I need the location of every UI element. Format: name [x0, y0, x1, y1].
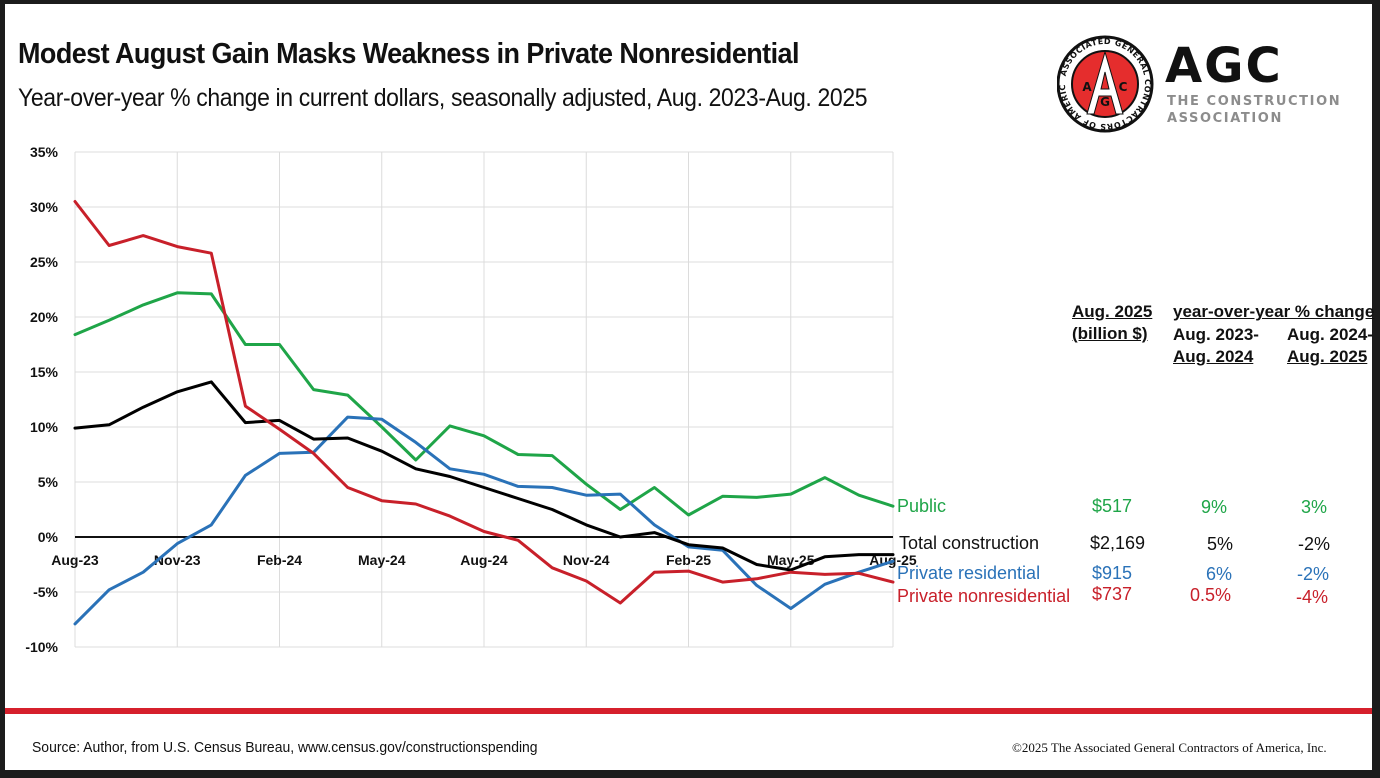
agc-tagline-line1: THE CONSTRUCTION	[1167, 94, 1342, 109]
y-axis-ticks: 35% 30% 25% 20% 15% 10% 5% 0% -5% -10%	[25, 144, 58, 655]
seal-letter-a: A	[1082, 80, 1092, 94]
gridlines	[74, 151, 894, 648]
row-yoy-2024: 5%	[1207, 534, 1234, 554]
row-yoy-2025: -2%	[1298, 534, 1331, 554]
col-yoy2025-header-line2: Aug. 2025	[1287, 347, 1368, 366]
y-tick-label: 35%	[30, 144, 59, 160]
row-label: Total construction	[899, 533, 1040, 553]
x-tick-label: Feb-25	[666, 552, 711, 568]
y-tick-label: -5%	[33, 584, 58, 600]
row-yoy-2025: -4%	[1296, 587, 1329, 607]
row-value: $2,169	[1090, 533, 1146, 553]
y-tick-label: 20%	[30, 309, 59, 325]
chart-title: Modest August Gain Masks Weakness in Pri…	[18, 38, 799, 70]
x-tick-label: Aug-24	[460, 552, 508, 568]
row-label: Private residential	[897, 563, 1041, 583]
row-value: $915	[1092, 563, 1133, 583]
row-label: Public	[897, 496, 947, 516]
y-tick-label: 10%	[30, 419, 59, 435]
x-tick-label: Aug-23	[51, 552, 99, 568]
yoy-header: year-over-year % change	[1173, 302, 1374, 322]
y-tick-label: 15%	[30, 364, 59, 380]
agc-logo: A G C ASSOCIATED GENERAL CONTRACTORS OF …	[1057, 34, 1154, 133]
y-tick-label: 30%	[30, 199, 59, 215]
chart-subtitle: Year-over-year % change in current dolla…	[18, 84, 868, 112]
row-value: $517	[1092, 496, 1133, 516]
series-lines	[73, 200, 895, 626]
yoy-header-text: year-over-year % change	[1173, 302, 1375, 321]
y-tick-label: 0%	[38, 529, 59, 545]
x-tick-label: May-24	[358, 552, 406, 568]
row-yoy-2024: 0.5%	[1190, 585, 1232, 605]
series-line-private-nonresidential	[73, 200, 895, 605]
row-yoy-2024: 9%	[1201, 497, 1228, 517]
col-value-header: Aug. 2025 (billion $)	[1072, 302, 1152, 344]
row-value: $737	[1092, 584, 1133, 604]
col-value-header-line2: (billion $)	[1072, 324, 1148, 343]
agc-wordmark: AGC	[1165, 38, 1283, 94]
seal-letter-c: C	[1119, 80, 1128, 94]
col-yoy2025-header: Aug. 2024- Aug. 2025	[1287, 325, 1373, 367]
series-line-private-residential	[73, 415, 895, 626]
row-label: Private nonresidential	[897, 586, 1071, 606]
footer-divider	[5, 708, 1372, 714]
row-yoy-2025: -2%	[1297, 564, 1330, 584]
col-yoy2024-header: Aug. 2023- Aug. 2024	[1173, 325, 1259, 367]
series-line-total-construction	[73, 380, 895, 572]
x-tick-label: Feb-24	[257, 552, 302, 568]
source-note: Source: Author, from U.S. Census Bureau,…	[32, 739, 538, 756]
y-tick-label: 25%	[30, 254, 59, 270]
series-line-public	[73, 291, 895, 517]
row-yoy-2025: 3%	[1301, 497, 1328, 517]
col-yoy2024-header-line1: Aug. 2023-	[1173, 325, 1259, 344]
agc-tagline-line2: ASSOCIATION	[1167, 111, 1283, 126]
copyright-note: ©2025 The Associated General Contractors…	[1012, 740, 1327, 755]
x-axis-ticks: Aug-23 Nov-23 Feb-24 May-24 Aug-24 Nov-24 Feb-…	[51, 552, 917, 568]
x-tick-label: Nov-23	[154, 552, 201, 568]
agc-tagline: THE CONSTRUCTION ASSOCIATION	[1167, 93, 1341, 127]
col-yoy2024-header-line2: Aug. 2024	[1173, 347, 1254, 366]
col-yoy2025-header-line1: Aug. 2024-	[1287, 325, 1373, 344]
row-yoy-2024: 6%	[1206, 564, 1233, 584]
seal-letter-g: G	[1100, 95, 1110, 109]
agc-seal-icon: A G C ASSOCIATED GENERAL CONTRACTORS OF …	[1057, 34, 1154, 133]
y-tick-label: -10%	[25, 639, 58, 655]
x-tick-label: Nov-24	[563, 552, 610, 568]
col-value-header-line1: Aug. 2025	[1072, 302, 1153, 321]
y-tick-label: 5%	[38, 474, 59, 490]
x-tick-label: May-25	[767, 552, 815, 568]
